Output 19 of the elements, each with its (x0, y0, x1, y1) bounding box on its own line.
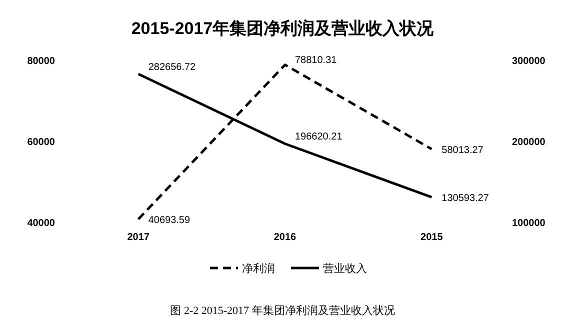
x-tick-label: 2016 (274, 232, 297, 243)
data-label: 196620.21 (295, 132, 343, 143)
x-tick-label: 2017 (127, 232, 150, 243)
legend-label: 净利润 (242, 262, 275, 275)
data-label: 282656.72 (148, 62, 196, 74)
x-tick-label: 2015 (420, 232, 444, 243)
y-tick-label: 60000 (27, 137, 56, 148)
data-label: 58013.27 (442, 145, 484, 156)
data-label: 78810.31 (295, 54, 338, 66)
y2-tick-label: 300000 (512, 56, 546, 67)
y-tick-label: 40000 (27, 218, 56, 229)
chart-title: 2015-2017年集团净利润及营业收入状况 (131, 19, 435, 38)
data-label: 130593.27 (442, 193, 490, 204)
y2-tick-label: 100000 (512, 218, 546, 229)
y2-tick-label: 200000 (512, 137, 546, 148)
y-tick-label: 80000 (27, 56, 56, 67)
legend-label: 营业收入 (323, 262, 367, 275)
caption: 图 2-2 2015-2017 年集团净利润及营业收入状况 (170, 304, 395, 317)
data-label: 40693.59 (148, 215, 190, 226)
